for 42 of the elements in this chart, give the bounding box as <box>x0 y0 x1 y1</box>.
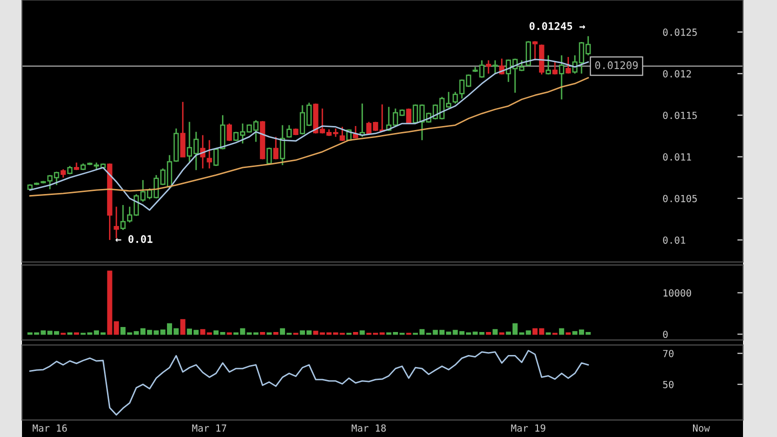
candlestick <box>180 101 186 158</box>
candlestick <box>452 91 458 104</box>
y-tick-label: 0.01 <box>663 236 686 244</box>
x-tick-label: Mar 19 <box>511 424 546 432</box>
candlestick <box>566 56 571 74</box>
candlestick <box>114 206 119 239</box>
x-tick-label: Mar 17 <box>192 424 226 432</box>
y-tick-label: 10000 <box>664 289 692 297</box>
candlestick <box>226 122 232 142</box>
candlestick <box>532 40 538 61</box>
x-tick-label: Now <box>693 424 710 432</box>
candlestick <box>546 54 551 76</box>
bar <box>180 319 186 335</box>
candlestick <box>406 108 412 124</box>
y-tick-label: 0.0105 <box>663 194 697 202</box>
x-tick-label: Mar 16 <box>32 424 67 432</box>
candlestick <box>266 146 272 165</box>
candlestick <box>492 60 498 74</box>
candlestick <box>206 139 212 170</box>
y-tick-label: 0.0125 <box>663 28 697 36</box>
candlestick <box>200 134 206 170</box>
bar <box>559 328 564 335</box>
annotation: 0.01245 → <box>530 22 586 30</box>
y-tick-label: 0.012 <box>663 70 691 78</box>
candlestick <box>558 54 564 100</box>
candlestick <box>352 125 358 138</box>
line-series <box>29 350 589 416</box>
y-tick-label: 50 <box>663 380 674 388</box>
ref-line-label: 0.01209 <box>595 61 638 70</box>
candlestick <box>486 60 492 74</box>
candlestick <box>286 124 292 138</box>
y-tick-label: 0 <box>663 330 668 338</box>
x-tick-label: Mar 18 <box>352 424 386 432</box>
bar <box>360 330 365 335</box>
candlestick <box>273 136 278 160</box>
candlestick <box>552 61 558 76</box>
y-tick-label: 0.011 <box>663 153 692 161</box>
annotation: ← 0.01 <box>116 235 152 243</box>
y-tick-label: 0.0115 <box>663 112 697 120</box>
candlestick <box>340 126 345 142</box>
bar <box>492 329 498 335</box>
y-tick-label: 70 <box>663 350 674 358</box>
